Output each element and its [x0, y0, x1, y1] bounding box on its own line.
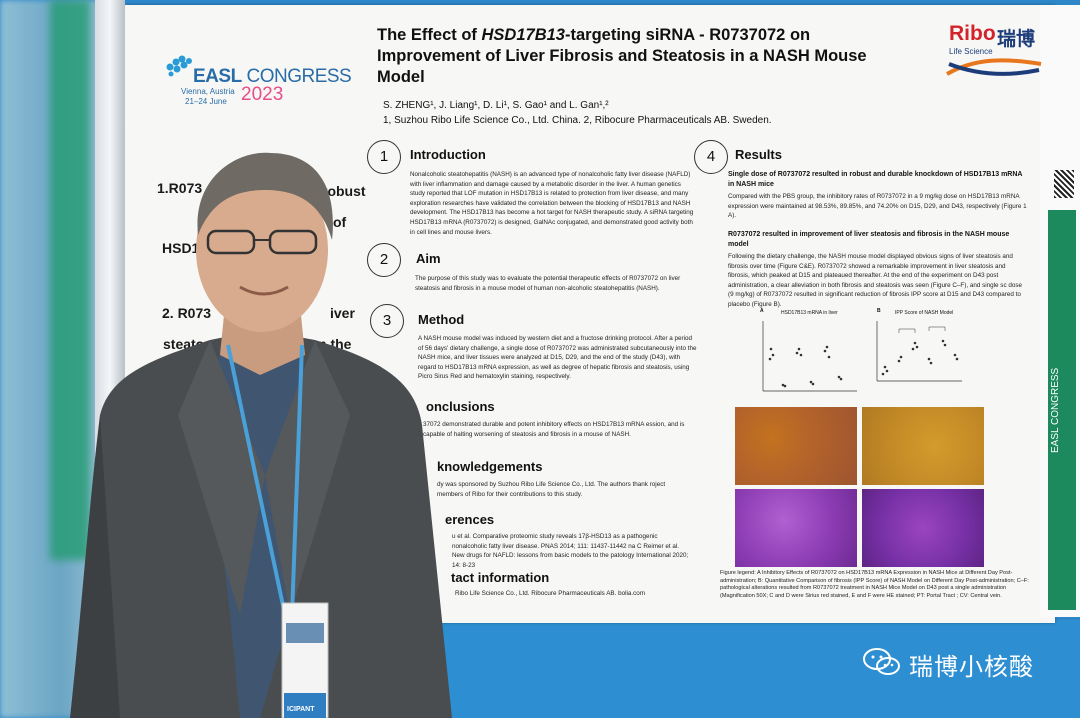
- histology-image-e: [735, 489, 857, 567]
- watermark-text: 瑞博小核酸: [909, 654, 1034, 681]
- section-number: 1: [367, 140, 401, 174]
- chart-marks: [762, 321, 962, 392]
- ribo-name: Ribo: [949, 22, 996, 45]
- section-heading: Results: [735, 147, 782, 162]
- histology-image-d: [862, 407, 984, 485]
- section-body: Following the dietary challenge, the NAS…: [728, 253, 1023, 308]
- poster-affiliations: 1, Suzhou Ribo Life Science Co., Ltd. Ch…: [383, 115, 772, 126]
- left-poster-text: of: [333, 214, 347, 230]
- wechat-icon: [863, 648, 900, 675]
- poster-title: The Effect of HSD17B13-targeting siRNA -…: [377, 26, 867, 86]
- section-body: dy was sponsored by Suzhou Ribo Life Sci…: [437, 481, 666, 498]
- section-number: 3: [370, 304, 404, 338]
- left-poster-text: robust: [322, 183, 366, 199]
- left-poster-text: 1.R073: [157, 180, 203, 196]
- chart-b-title: IPP Score of NASH Model: [895, 310, 954, 316]
- figure-legend: Figure legend: A Inhibitory Effects of R…: [720, 570, 1029, 599]
- poster-authors: S. ZHENG¹, J. Liang¹, D. Li¹, S. Gao¹ an…: [383, 100, 609, 111]
- results-bullet: Single dose of R0737072 resulted in robu…: [728, 171, 1023, 188]
- side-band-text: EASL CONGRESS: [1050, 367, 1061, 453]
- badge-label: ICIPANT: [287, 706, 315, 713]
- section-body: The purpose of this study was to evaluat…: [415, 275, 681, 292]
- section-heading: onclusions: [426, 399, 495, 414]
- section-body: A NASH mouse model was induced by wester…: [418, 335, 697, 381]
- section-number: 2: [367, 243, 401, 277]
- side-green-band: [1048, 210, 1076, 610]
- section-heading: erences: [445, 512, 495, 527]
- congress-year: 2023: [241, 84, 284, 105]
- left-poster-text: 2. R073: [162, 305, 212, 321]
- ribo-subtitle: Life Science: [949, 47, 993, 56]
- congress-place: Vienna, Austria: [181, 87, 235, 96]
- section-body: 37072 demonstrated durable and potent in…: [423, 421, 685, 438]
- section-body: u et al. Comparative proteomic study rev…: [452, 533, 689, 569]
- section-number: 4: [694, 140, 728, 174]
- chart-a-title: HSD17B13 mRNA in liver: [781, 310, 838, 316]
- presenter-person: [70, 152, 452, 718]
- blurred-green-banner: [50, 0, 90, 560]
- ribo-swoosh-icon: [946, 58, 1042, 76]
- ribo-logo: Ribo 瑞博 Life Science: [945, 22, 1045, 82]
- ribo-name-cn: 瑞博: [997, 29, 1036, 50]
- section-body: Ribo Life Science Co., Ltd. Ribocure Pha…: [455, 590, 646, 597]
- left-poster-text: iver: [330, 305, 355, 321]
- histology-image-c: [735, 407, 857, 485]
- chart-a-label: A: [760, 308, 764, 314]
- section-heading: Aim: [416, 251, 441, 266]
- section-heading: knowledgements: [437, 459, 543, 474]
- section-heading: Method: [418, 312, 465, 327]
- congress-name: EASL CONGRESS: [193, 66, 352, 87]
- section-heading: tact information: [451, 570, 550, 585]
- section-body: Compared with the PBS group, the inhibit…: [728, 193, 1027, 220]
- section-heading: Introduction: [410, 147, 486, 162]
- results-bullet: R0737072 resulted in improvement of live…: [728, 231, 1010, 248]
- histology-image-f: [862, 489, 984, 567]
- results-figure-charts: A HSD17B13 mRNA in liver B IPP Score of …: [735, 305, 965, 405]
- congress-dates: 21–24 June: [185, 97, 227, 106]
- chart-b-label: B: [877, 308, 881, 314]
- qr-code-icon: [1054, 170, 1074, 198]
- section-body: Nonalcoholic steatohepatitis (NASH) is a…: [410, 171, 694, 236]
- easl-dots-icon: [166, 55, 192, 77]
